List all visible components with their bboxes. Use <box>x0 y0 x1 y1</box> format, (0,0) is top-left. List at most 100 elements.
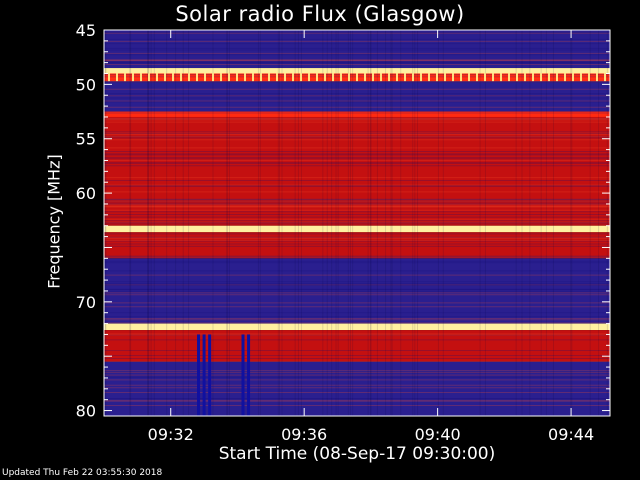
band-pulse <box>564 73 566 82</box>
x-axis-ticks: 09:32 09:36 09:40 09:44 <box>148 30 594 444</box>
x-tick-label: 09:40 <box>415 425 461 444</box>
band-pulse <box>132 73 134 82</box>
band-pulse <box>300 73 302 82</box>
burst-line <box>247 334 251 416</box>
band-pulse <box>516 73 518 82</box>
band-pulse <box>604 73 606 82</box>
band-pulse <box>588 73 590 82</box>
band-pulse <box>332 73 334 82</box>
burst-line <box>241 334 245 416</box>
updated-timestamp: Updated Thu Feb 22 03:55:30 2018 <box>2 468 163 478</box>
band-pulse <box>348 73 350 82</box>
band-pulse <box>468 73 470 82</box>
band-pulse <box>404 73 406 82</box>
band-pulse <box>236 73 238 82</box>
band-pulse <box>492 73 494 82</box>
y-tick-label: 50 <box>76 75 96 94</box>
band-pulse <box>540 73 542 82</box>
band-pulse <box>276 73 278 82</box>
burst-line <box>202 334 206 416</box>
y-tick-label: 60 <box>76 184 96 203</box>
x-tick-label: 09:44 <box>548 425 594 444</box>
band-pulse <box>556 73 558 82</box>
x-tick-label: 09:36 <box>281 425 327 444</box>
frequency-band <box>104 111 610 117</box>
band-pulse <box>500 73 502 82</box>
band-pulse <box>452 73 454 82</box>
band-pulse <box>524 73 526 82</box>
band-pulse <box>172 73 174 82</box>
frequency-band <box>104 323 610 331</box>
band-pulse <box>372 73 374 82</box>
band-pulse <box>268 73 270 82</box>
band-pulse <box>212 73 214 82</box>
band-pulse <box>396 73 398 82</box>
band-pulse <box>484 73 486 82</box>
frequency-band <box>104 330 610 362</box>
frequency-band <box>104 225 610 233</box>
band-pulse <box>188 73 190 82</box>
band-pulse <box>596 73 598 82</box>
band-pulse <box>292 73 294 82</box>
frequency-band <box>104 30 610 69</box>
y-tick-label: 45 <box>76 21 96 40</box>
band-pulse <box>164 73 166 82</box>
band-pulse <box>444 73 446 82</box>
band-pulse <box>196 73 198 82</box>
band-pulse <box>220 73 222 82</box>
band-pulse <box>508 73 510 82</box>
y-axis-label: Frequency [MHz] <box>44 154 64 289</box>
band-pulse <box>412 73 414 82</box>
burst-line <box>197 334 201 416</box>
band-pulse <box>380 73 382 82</box>
y-tick-label: 55 <box>76 130 96 149</box>
band-pulse <box>156 73 158 82</box>
band-pulse <box>548 73 550 82</box>
band-pulse <box>580 73 582 82</box>
band-pulse <box>364 73 366 82</box>
band-pulse <box>428 73 430 82</box>
band-pulse <box>316 73 318 82</box>
y-tick-label: 80 <box>76 402 96 421</box>
band-pulse <box>140 73 142 82</box>
spectrogram-streaks <box>103 30 610 416</box>
y-tick-label: 70 <box>76 293 96 312</box>
band-pulse <box>180 73 182 82</box>
x-tick-label: 09:32 <box>148 425 194 444</box>
frequency-band <box>104 232 610 259</box>
band-pulse <box>260 73 262 82</box>
spectrogram-bursts <box>197 334 251 416</box>
x-axis-label: Start Time (08-Sep-17 09:30:00) <box>218 444 496 464</box>
frequency-band <box>104 81 610 112</box>
band-pulse <box>324 73 326 82</box>
y-axis-ticks: 45 50 55 60 70 80 <box>76 21 610 421</box>
burst-line <box>208 334 212 416</box>
band-pulse <box>148 73 150 82</box>
frequency-band <box>104 116 610 226</box>
band-pulse <box>436 73 438 82</box>
band-pulse <box>116 73 118 82</box>
plot-frame <box>103 29 611 417</box>
band-pulse <box>284 73 286 82</box>
band-pulse <box>204 73 206 82</box>
band-pulse <box>124 73 126 82</box>
band-pulse <box>340 73 342 82</box>
band-pulse <box>228 73 230 82</box>
band-pulse <box>244 73 246 82</box>
frequency-band <box>104 68 610 74</box>
band-pulse <box>460 73 462 82</box>
spectrogram-bands <box>104 30 610 416</box>
chart-title: Solar radio Flux (Glasgow) <box>175 2 465 26</box>
band-pulse <box>572 73 574 82</box>
band-pulse <box>356 73 358 82</box>
band-pulse <box>252 73 254 82</box>
band-pulse <box>108 73 110 82</box>
band-pulse <box>388 73 390 82</box>
band-pulse <box>420 73 422 82</box>
band-pulse <box>532 73 534 82</box>
band-pulse <box>476 73 478 82</box>
frequency-band <box>104 361 610 416</box>
frequency-band <box>104 258 610 324</box>
band-pulse <box>308 73 310 82</box>
